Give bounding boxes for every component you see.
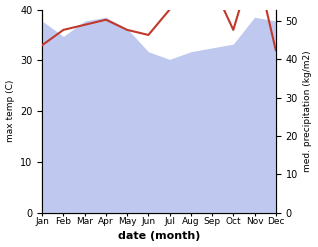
Y-axis label: med. precipitation (kg/m2): med. precipitation (kg/m2): [303, 50, 313, 172]
X-axis label: date (month): date (month): [118, 231, 200, 242]
Y-axis label: max temp (C): max temp (C): [5, 80, 15, 142]
